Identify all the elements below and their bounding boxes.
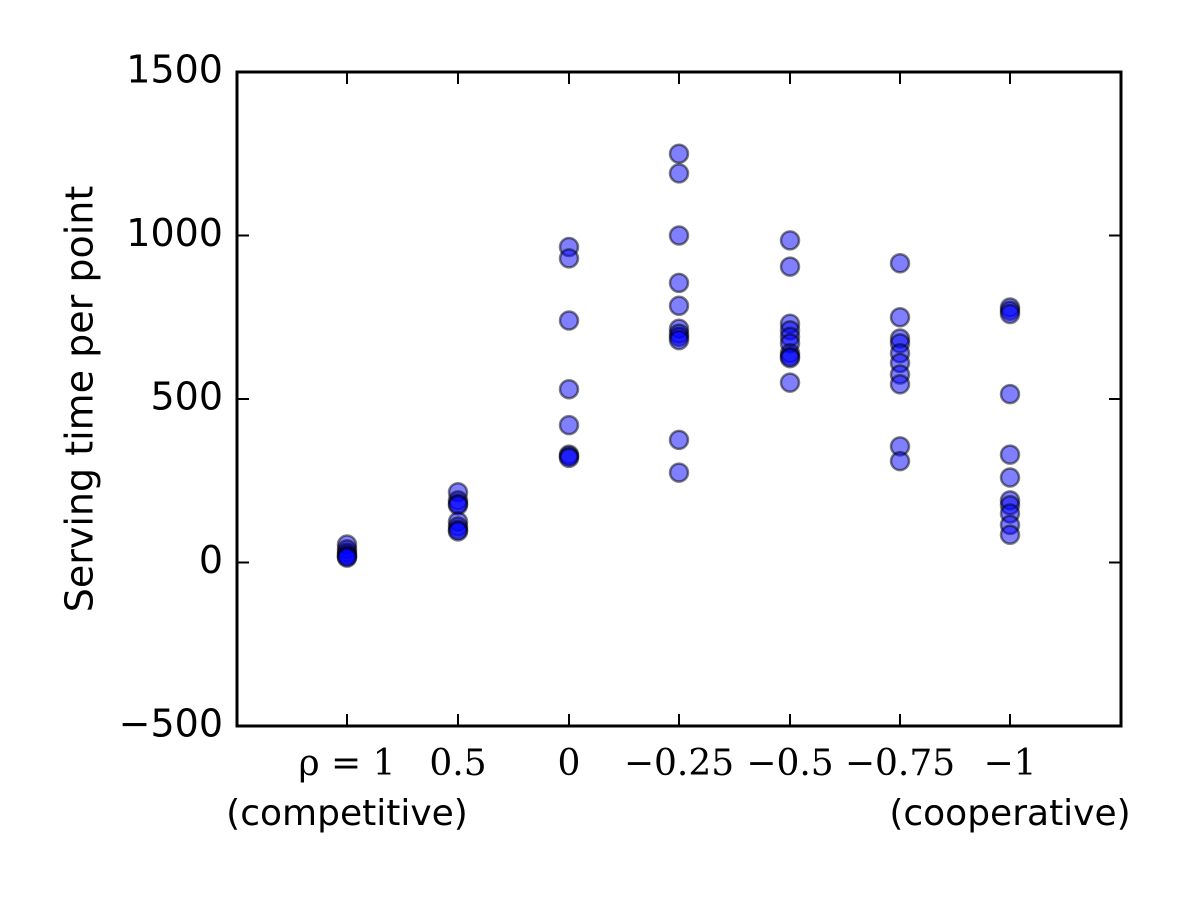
- data-point: [668, 163, 690, 184]
- y-tick-label: 1500: [126, 48, 223, 92]
- x-tick-label: 0.5: [429, 743, 486, 784]
- x-tick-label: −1: [983, 743, 1036, 784]
- data-point: [779, 230, 801, 251]
- points-layer: [336, 143, 1021, 568]
- data-point: [779, 347, 801, 369]
- data-point: [668, 429, 690, 451]
- competitive-label: (competitive): [226, 793, 468, 834]
- data-point: [558, 447, 580, 469]
- data-point: [889, 253, 911, 274]
- data-point: [668, 225, 690, 246]
- data-point: [999, 383, 1021, 405]
- plot-frame: [235, 70, 1123, 728]
- x-tick-label: −0.75: [845, 743, 955, 784]
- data-point: [558, 378, 580, 400]
- x-tick-labels: ρ = 1 0.5 0 −0.25 −0.5 −0.75 −1: [298, 743, 1036, 784]
- y-axis-title: Serving time per point: [58, 186, 102, 613]
- x-tick-label: 0: [558, 743, 581, 784]
- ticks-layer: [237, 71, 1121, 727]
- data-point: [999, 524, 1021, 545]
- data-point: [999, 303, 1021, 325]
- data-point: [558, 414, 580, 436]
- data-point: [889, 374, 911, 395]
- y-tick-labels: 1500 1000 500 0 −500: [119, 48, 223, 746]
- data-point: [889, 307, 911, 328]
- data-point: [889, 450, 911, 472]
- data-point: [779, 372, 801, 393]
- x-tick-label: ρ = 1: [298, 743, 395, 784]
- data-point: [668, 272, 690, 294]
- data-point: [668, 329, 690, 351]
- data-point: [447, 521, 469, 542]
- data-point: [999, 444, 1021, 465]
- data-point: [668, 295, 690, 317]
- data-point: [779, 256, 801, 277]
- data-point: [999, 467, 1021, 488]
- y-tick-label: −500: [119, 702, 223, 746]
- data-point: [558, 310, 580, 331]
- y-tick-label: 1000: [126, 211, 223, 255]
- data-point: [336, 547, 358, 568]
- y-tick-label: 0: [199, 538, 223, 582]
- data-point: [668, 462, 690, 483]
- y-tick-label: 500: [150, 375, 223, 419]
- cooperative-label: (cooperative): [889, 793, 1130, 834]
- x-tick-label: −0.5: [746, 743, 833, 784]
- data-point: [558, 248, 580, 269]
- data-point: [668, 143, 690, 164]
- x-tick-label: −0.25: [624, 743, 734, 784]
